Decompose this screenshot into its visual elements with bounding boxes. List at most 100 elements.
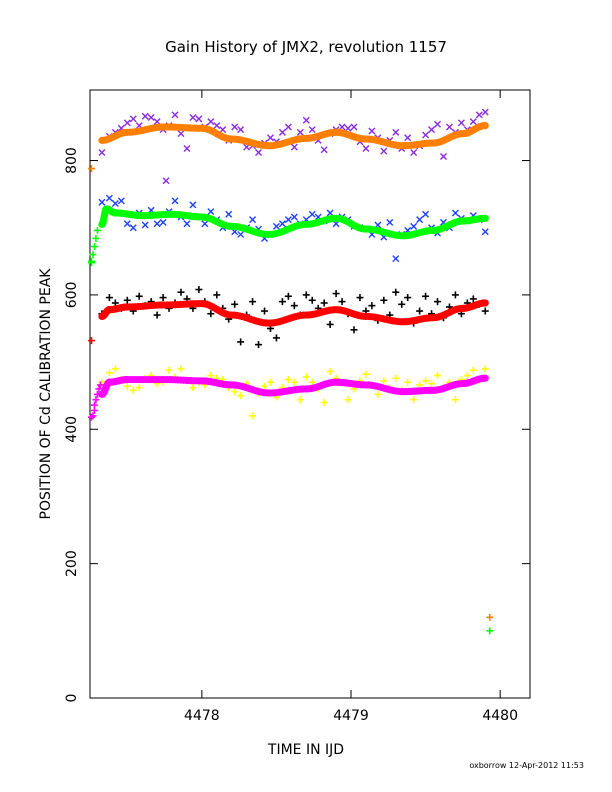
data-point (434, 298, 442, 306)
fit-point (481, 122, 489, 130)
data-point (195, 115, 203, 123)
data-point (326, 320, 334, 328)
data-point (95, 385, 103, 393)
plot-frame (89, 89, 531, 699)
data-point (189, 384, 197, 392)
data-point (398, 300, 406, 308)
data-point (89, 251, 97, 259)
fit-point (481, 214, 489, 222)
data-point (231, 123, 239, 131)
y-tick-label: 800 (64, 147, 80, 174)
data-point (207, 310, 215, 318)
data-point (481, 108, 489, 116)
data-point (284, 376, 292, 384)
data-point (159, 294, 167, 302)
data-point (469, 295, 477, 303)
data-point (404, 294, 412, 302)
data-point (290, 213, 298, 221)
data-point (290, 378, 298, 386)
data-point (434, 120, 442, 128)
series-outlier-9 (486, 613, 494, 635)
x-tick-label: 4480 (482, 708, 518, 724)
data-point (410, 396, 418, 404)
data-point (159, 218, 167, 226)
data-point (111, 200, 119, 208)
data-point (350, 123, 358, 131)
data-point (278, 298, 286, 306)
data-point (123, 220, 131, 228)
data-point (249, 216, 257, 224)
data-point (422, 292, 430, 300)
data-point (129, 115, 137, 123)
data-point (266, 134, 274, 142)
data-point (296, 128, 304, 136)
x-tick-label: 4479 (333, 708, 369, 724)
fit-point (481, 299, 489, 307)
data-point (135, 292, 143, 300)
data-point (368, 127, 376, 135)
fit-point (481, 374, 489, 382)
data-point (451, 396, 459, 404)
data-point (374, 390, 382, 398)
data-point (469, 118, 477, 126)
data-point (201, 220, 209, 228)
data-point (90, 401, 98, 409)
data-point (439, 153, 447, 161)
data-point (237, 338, 245, 346)
data-point (308, 210, 316, 218)
data-point (272, 222, 280, 230)
data-point (290, 302, 298, 310)
x-axis-label: TIME IN IJD (267, 742, 344, 758)
data-point (255, 148, 263, 156)
data-point (183, 144, 191, 152)
data-point (422, 131, 430, 139)
data-point (338, 123, 346, 131)
data-point (165, 366, 173, 374)
data-point (481, 365, 489, 373)
data-point (207, 208, 215, 216)
data-point (380, 377, 388, 385)
data-point (380, 296, 388, 304)
data-point (380, 147, 388, 155)
data-point (96, 381, 104, 389)
series-initial-8 (87, 165, 104, 421)
series-fit-5 (98, 299, 489, 327)
data-point (237, 230, 245, 238)
data-point (332, 290, 340, 298)
y-tick-label: 600 (64, 282, 80, 309)
data-point (416, 216, 424, 224)
data-point (111, 299, 119, 307)
data-point (189, 201, 197, 209)
y-tick-label: 200 (64, 550, 80, 577)
data-point (404, 134, 412, 142)
data-point (486, 613, 494, 621)
data-point (469, 366, 477, 374)
data-point (249, 412, 257, 420)
data-point (356, 294, 364, 302)
data-point (171, 197, 179, 205)
data-point (392, 288, 400, 296)
data-point (416, 307, 424, 315)
data-point (87, 165, 95, 173)
data-point (141, 221, 149, 229)
data-point (87, 337, 95, 345)
data-point (308, 296, 316, 304)
data-point (117, 197, 125, 205)
data-point (98, 148, 106, 156)
data-point (213, 291, 221, 299)
data-point (231, 388, 239, 396)
data-point (284, 292, 292, 300)
data-point (481, 307, 489, 315)
data-point (123, 119, 131, 127)
data-point (153, 220, 161, 228)
data-point (392, 128, 400, 136)
data-point (451, 209, 459, 217)
y-tick-label: 0 (64, 694, 80, 703)
data-point (111, 365, 119, 373)
footer-stamp: oxborrow 12-Apr-2012 11:53 (469, 761, 584, 770)
data-point (249, 298, 257, 306)
data-point (189, 114, 197, 122)
data-point (320, 146, 328, 154)
data-point (457, 119, 465, 127)
data-point (368, 302, 376, 310)
